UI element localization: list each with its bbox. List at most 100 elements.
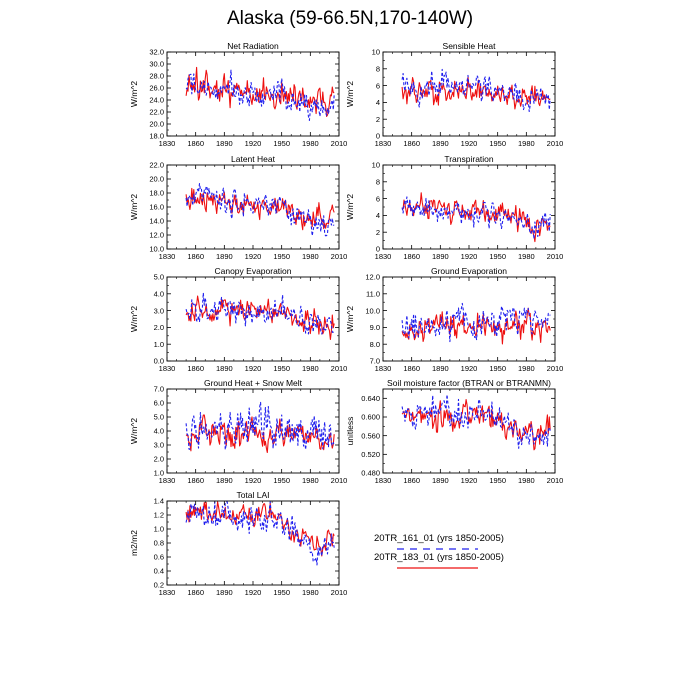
x-tick-label: 1860	[187, 252, 204, 261]
x-tick-label: 1890	[432, 364, 449, 373]
x-tick-label: 1830	[375, 476, 392, 485]
panel-net_radiation: Net Radiation W/m^2 1830 1860 1890 1920 1950 19…	[129, 41, 347, 148]
y-tick-label: 22.0	[149, 161, 164, 170]
y-tick-label: 22.0	[149, 108, 164, 117]
x-tick-label: 1980	[518, 476, 535, 485]
y-tick-label: 3.0	[154, 441, 164, 450]
series-line-20TR_183_01	[402, 192, 551, 243]
x-tick-label: 1890	[216, 139, 233, 148]
panel-title: Ground Evaporation	[431, 266, 507, 276]
panel-title: Transpiration	[444, 154, 494, 164]
y-tick-label: 30.0	[149, 60, 164, 69]
y-tick-label: 4.0	[154, 290, 164, 299]
x-tick-label: 1890	[216, 476, 233, 485]
series-line-20TR_183_01	[185, 295, 335, 341]
y-tick-label: 5.0	[154, 273, 164, 282]
y-tick-label: 0.560	[361, 431, 380, 440]
y-tick-label: 0	[376, 132, 380, 141]
panel-latent_heat: Latent Heat W/m^2 1830 1860 1890 1920 1950 1980…	[129, 154, 347, 261]
x-tick-label: 1950	[273, 252, 290, 261]
x-tick-label: 1920	[245, 252, 262, 261]
x-tick-label: 2010	[331, 364, 348, 373]
y-tick-label: 4	[376, 211, 380, 220]
x-tick-label: 1830	[159, 364, 176, 373]
panel-canopy_evaporation: Canopy Evaporation W/m^2 1830 1860 1890 1920 1…	[129, 266, 347, 373]
x-tick-label: 1980	[302, 588, 319, 597]
y-tick-label: 20.0	[149, 120, 164, 129]
y-tick-label: 0.6	[154, 553, 164, 562]
x-tick-label: 1830	[159, 476, 176, 485]
x-tick-label: 1860	[187, 588, 204, 597]
panel-title: Latent Heat	[231, 154, 276, 164]
x-tick-label: 2010	[331, 252, 348, 261]
x-tick-label: 1830	[375, 252, 392, 261]
panel-soil_moisture_factor: Soil moisture factor (BTRAN or BTRANMN) u…	[345, 378, 563, 485]
y-tick-label: 10.0	[149, 245, 164, 254]
x-tick-label: 1950	[489, 364, 506, 373]
y-tick-label: 9.0	[370, 323, 380, 332]
x-tick-label: 1920	[461, 252, 478, 261]
y-tick-label: 0.2	[154, 581, 164, 590]
y-tick-label: 1.4	[154, 497, 164, 506]
x-tick-label: 1980	[518, 364, 535, 373]
y-tick-label: 4	[376, 98, 380, 107]
x-tick-label: 2010	[547, 364, 564, 373]
x-tick-label: 1950	[273, 139, 290, 148]
x-tick-label: 2010	[331, 588, 348, 597]
x-tick-label: 1890	[432, 476, 449, 485]
plot-frame	[382, 276, 556, 362]
x-tick-label: 1950	[489, 476, 506, 485]
y-tick-label: 1.0	[154, 340, 164, 349]
series-line-20TR_161_01	[185, 401, 335, 451]
x-tick-label: 1980	[302, 139, 319, 148]
legend: 20TR_161_01 (yrs 1850-2005) 20TR_183_01 (…	[374, 533, 504, 569]
y-axis-label: W/m^2	[345, 81, 355, 107]
x-tick-label: 1830	[159, 252, 176, 261]
y-tick-label: 0.4	[154, 567, 164, 576]
plot-frame	[382, 51, 556, 137]
x-tick-label: 1980	[302, 364, 319, 373]
y-tick-label: 1.0	[154, 469, 164, 478]
series-line-20TR_183_01	[185, 501, 335, 557]
legend-label: 20TR_161_01 (yrs 1850-2005)	[374, 533, 504, 544]
y-tick-label: 12.0	[365, 273, 380, 282]
y-tick-label: 18.0	[149, 189, 164, 198]
y-tick-label: 0	[376, 245, 380, 254]
y-tick-label: 2	[376, 115, 380, 124]
y-tick-label: 0.480	[361, 469, 380, 478]
y-tick-label: 2.0	[154, 455, 164, 464]
x-tick-label: 1980	[302, 252, 319, 261]
series-line-20TR_183_01	[185, 66, 335, 117]
y-tick-label: 0.0	[154, 357, 164, 366]
y-tick-label: 3.0	[154, 306, 164, 315]
x-tick-label: 1950	[273, 476, 290, 485]
plot-frame	[382, 388, 556, 474]
x-tick-label: 1860	[187, 476, 204, 485]
x-tick-label: 2010	[547, 476, 564, 485]
y-axis-label: m2/m2	[129, 530, 139, 556]
x-tick-label: 1890	[432, 252, 449, 261]
panel-title: Sensible Heat	[443, 41, 497, 51]
series-line-20TR_161_01	[401, 68, 551, 113]
y-tick-label: 5.0	[154, 413, 164, 422]
x-tick-label: 1950	[273, 364, 290, 373]
y-axis-label: W/m^2	[345, 194, 355, 220]
x-tick-label: 2010	[547, 252, 564, 261]
x-tick-label: 1920	[461, 364, 478, 373]
x-tick-label: 1890	[216, 588, 233, 597]
y-tick-label: 0.640	[361, 394, 380, 403]
y-tick-label: 1.0	[154, 525, 164, 534]
y-axis-label: unitless	[345, 417, 355, 446]
x-tick-label: 1830	[375, 364, 392, 373]
y-tick-label: 0.600	[361, 413, 380, 422]
y-tick-label: 28.0	[149, 72, 164, 81]
x-tick-label: 1860	[403, 476, 420, 485]
y-tick-label: 11.0	[366, 290, 380, 299]
y-tick-label: 26.0	[149, 84, 164, 93]
x-tick-label: 1860	[187, 139, 204, 148]
x-tick-label: 1920	[245, 364, 262, 373]
y-tick-label: 6	[376, 194, 380, 203]
y-tick-label: 8	[376, 178, 380, 187]
